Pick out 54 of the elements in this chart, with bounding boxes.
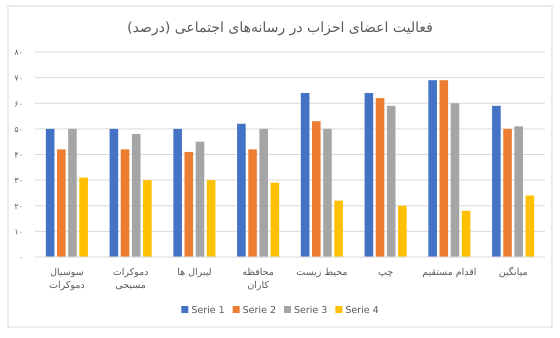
- bar: [300, 93, 310, 257]
- x-tick-label: محیط زیست: [296, 267, 348, 278]
- legend-label: Serie 2: [242, 305, 276, 316]
- bar: [450, 103, 460, 257]
- bar: [173, 128, 182, 257]
- bar: [323, 128, 332, 257]
- bar: [237, 124, 246, 257]
- bar: [492, 106, 501, 257]
- x-tick-label: محافظه کاران: [242, 267, 274, 291]
- legend-label: Serie 3: [294, 305, 328, 316]
- y-tick-label: ۳۰: [14, 176, 23, 186]
- bar: [132, 134, 141, 257]
- y-tick-label: ۰: [18, 253, 23, 262]
- bar: [439, 80, 448, 257]
- bar: [143, 180, 152, 257]
- bar: [56, 149, 66, 257]
- y-tick-label: ۱۰: [14, 227, 23, 236]
- bar: [503, 128, 512, 257]
- bar: [462, 210, 470, 257]
- bar: [259, 128, 268, 257]
- bar: [184, 152, 194, 257]
- y-tick-label: ۶۰: [14, 99, 23, 108]
- bar: [270, 182, 280, 257]
- y-tick-label: ۷۰: [14, 74, 23, 83]
- bar: [46, 128, 54, 257]
- x-tick-label: چپ: [378, 267, 394, 278]
- bar: [206, 180, 216, 257]
- bar: [196, 142, 204, 257]
- bar: [398, 206, 407, 257]
- y-tick-label: ۴۰: [14, 150, 23, 160]
- legend-label: Serie 1: [191, 305, 225, 316]
- x-tick-label: سوسیال دموکرات: [49, 267, 85, 291]
- bar: [428, 80, 437, 257]
- x-tick-label: اقدام مستقیم: [422, 267, 476, 278]
- chart-title: فعالیت اعضای احزاب در رسانه‌های اجتماعی (درصد): [127, 20, 433, 36]
- y-tick-label: ۸۰: [14, 48, 23, 57]
- y-tick-label: ۵۰: [14, 124, 23, 134]
- legend-label: Serie 4: [345, 305, 379, 316]
- bar: [79, 178, 88, 257]
- x-tick-label: میانگین: [498, 266, 528, 278]
- bar: [248, 149, 257, 257]
- bar: [312, 121, 321, 257]
- bar: [526, 196, 534, 257]
- bar: [120, 149, 130, 257]
- y-tick-label: ۲۰: [14, 202, 23, 211]
- bar: [68, 128, 77, 257]
- bar: [364, 93, 374, 257]
- x-tick-label: لیبرال ها: [177, 267, 212, 278]
- bar: [514, 126, 524, 257]
- x-tick-label: دموکرات مسیحی: [112, 267, 148, 291]
- bar: [386, 106, 396, 257]
- bar: [334, 200, 343, 257]
- bar: [110, 128, 118, 257]
- bar: [376, 98, 384, 257]
